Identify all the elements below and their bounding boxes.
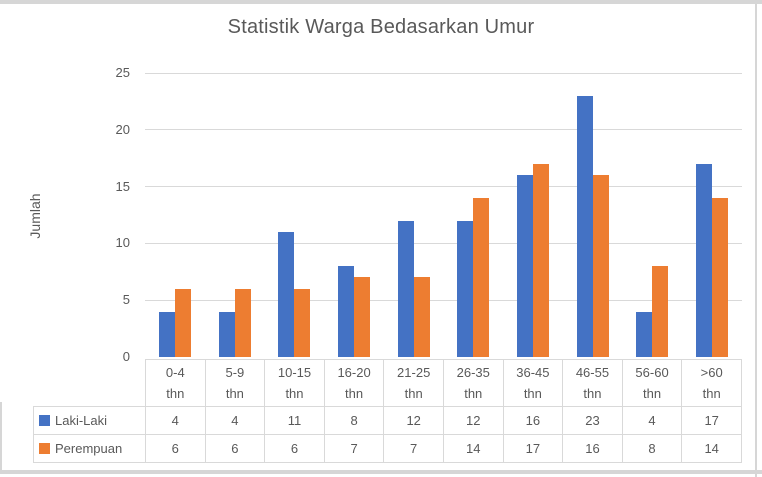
legend-label: Laki-Laki xyxy=(55,413,108,428)
category-header-cell: 36-45 thn xyxy=(502,359,564,407)
frame-border-bottom xyxy=(0,470,762,474)
bar-laki-laki xyxy=(517,175,534,357)
y-axis-title: Jumlah xyxy=(27,193,43,239)
category-header-cell: 16-20 thn xyxy=(323,359,385,407)
bar-laki-laki xyxy=(696,163,713,357)
frame-border-left xyxy=(0,402,2,474)
value-cell: 16 xyxy=(502,406,564,435)
bar-laki-laki xyxy=(337,266,354,357)
bar-laki-laki xyxy=(457,220,474,357)
bar-laki-laki xyxy=(278,232,295,357)
frame-border-right xyxy=(755,0,757,477)
legend-swatch-icon xyxy=(39,415,50,426)
data-table: 0-4 thn 5-9 thn 10-15 thn 16-20 thn 21-25 thn 26-3… xyxy=(33,359,742,463)
gridline xyxy=(145,299,742,301)
gridline xyxy=(145,242,742,244)
value-cell: 11 xyxy=(264,406,325,435)
value-cell: 6 xyxy=(204,434,266,463)
category-header-cell: 10-15 thn xyxy=(264,359,325,407)
category-header-cell: 21-25 thn xyxy=(383,359,444,407)
table-corner-cell xyxy=(34,360,146,407)
legend-cell-laki-laki: Laki-Laki xyxy=(33,406,146,435)
category-header-cell: 46-55 thn xyxy=(562,359,623,407)
value-cell: 12 xyxy=(442,406,504,435)
frame-border-top xyxy=(0,0,762,4)
bar-perempuan xyxy=(473,197,490,357)
bar-perempuan xyxy=(174,288,191,357)
value-cell: 8 xyxy=(621,434,683,463)
value-cell: 6 xyxy=(264,434,325,463)
value-cell: 8 xyxy=(323,406,385,435)
bar-perempuan xyxy=(234,288,251,357)
bar-perempuan xyxy=(413,277,430,357)
value-cell: 12 xyxy=(383,406,444,435)
bar-laki-laki xyxy=(158,311,175,357)
bar-perempuan xyxy=(353,277,370,357)
category-header-cell: 26-35 thn xyxy=(442,359,504,407)
y-tick-label: 20 xyxy=(115,121,130,137)
value-cell: 17 xyxy=(681,406,742,435)
gridline xyxy=(145,129,742,131)
chart-title: Statistik Warga Bedasarkan Umur xyxy=(227,16,535,38)
data-table-grid: 0-4 thn 5-9 thn 10-15 thn 16-20 thn 21-25 thn 26-3… xyxy=(33,359,742,463)
bar-perempuan xyxy=(294,288,311,357)
y-tick-label: 5 xyxy=(122,292,130,308)
y-tick-label: 0 xyxy=(122,349,130,364)
value-cell: 23 xyxy=(562,406,623,435)
bar-laki-laki xyxy=(397,220,414,357)
bar-perempuan xyxy=(592,175,609,357)
y-tick-label: 10 xyxy=(115,235,130,251)
category-header-cell: >60 thn xyxy=(681,359,742,407)
category-header-cell: 56-60 thn xyxy=(621,359,683,407)
bar-perempuan xyxy=(712,197,729,357)
gridline xyxy=(145,186,742,188)
category-header-cell: 5-9 thn xyxy=(204,359,266,407)
bar-laki-laki xyxy=(576,95,593,357)
y-tick-label: 15 xyxy=(115,178,130,194)
category-header-cell: 0-4 thn xyxy=(145,359,206,407)
y-tick-label: 25 xyxy=(115,65,130,80)
legend-cell-perempuan: Perempuan xyxy=(33,434,146,463)
bar-perempuan xyxy=(652,266,669,357)
value-cell: 4 xyxy=(204,406,266,435)
bar-laki-laki xyxy=(636,311,653,357)
value-cell: 4 xyxy=(145,406,206,435)
legend-swatch-icon xyxy=(39,443,50,454)
value-cell: 6 xyxy=(145,434,206,463)
value-cell: 17 xyxy=(502,434,564,463)
value-cell: 7 xyxy=(383,434,444,463)
bar-laki-laki xyxy=(218,311,235,357)
value-cell: 16 xyxy=(562,434,623,463)
bar-perempuan xyxy=(533,163,550,357)
value-cell: 4 xyxy=(621,406,683,435)
value-cell: 7 xyxy=(323,434,385,463)
gridline xyxy=(145,72,742,74)
value-cell: 14 xyxy=(442,434,504,463)
legend-label: Perempuan xyxy=(55,441,123,456)
value-cell: 14 xyxy=(681,434,742,463)
